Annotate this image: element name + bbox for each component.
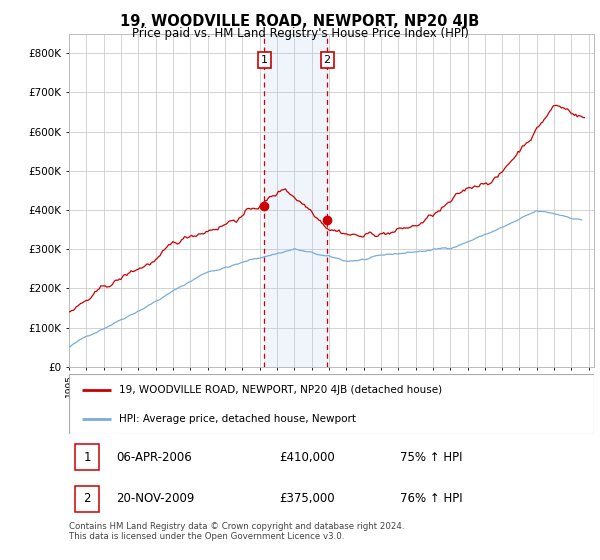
Text: 20-NOV-2009: 20-NOV-2009 <box>116 492 194 505</box>
Text: 76% ↑ HPI: 76% ↑ HPI <box>400 492 463 505</box>
Text: HPI: Average price, detached house, Newport: HPI: Average price, detached house, Newp… <box>119 414 356 424</box>
Text: 06-APR-2006: 06-APR-2006 <box>116 451 192 464</box>
Bar <box>264 34 327 367</box>
Bar <box>76 486 99 512</box>
Text: Contains HM Land Registry data © Crown copyright and database right 2024.
This d: Contains HM Land Registry data © Crown c… <box>69 522 404 542</box>
Text: 1: 1 <box>83 451 91 464</box>
Text: 75% ↑ HPI: 75% ↑ HPI <box>400 451 462 464</box>
Text: £375,000: £375,000 <box>279 492 335 505</box>
Text: 1: 1 <box>261 55 268 66</box>
Text: 19, WOODVILLE ROAD, NEWPORT, NP20 4JB (detached house): 19, WOODVILLE ROAD, NEWPORT, NP20 4JB (d… <box>119 385 442 395</box>
Text: 2: 2 <box>83 492 91 505</box>
Bar <box>76 444 99 470</box>
Text: £410,000: £410,000 <box>279 451 335 464</box>
Text: Price paid vs. HM Land Registry's House Price Index (HPI): Price paid vs. HM Land Registry's House … <box>131 27 469 40</box>
Text: 19, WOODVILLE ROAD, NEWPORT, NP20 4JB: 19, WOODVILLE ROAD, NEWPORT, NP20 4JB <box>121 14 479 29</box>
Text: 2: 2 <box>323 55 331 66</box>
